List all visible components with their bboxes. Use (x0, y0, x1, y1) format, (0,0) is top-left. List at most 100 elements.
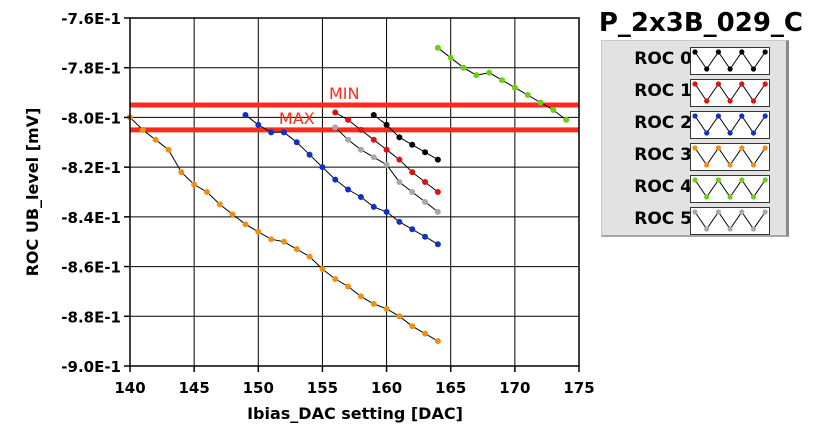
legend-swatch-marker (762, 145, 768, 151)
legend-swatch-marker (692, 49, 698, 55)
legend-swatch (690, 207, 770, 235)
legend-item: ROC 0 (602, 45, 786, 75)
data-point (370, 300, 377, 307)
data-point (396, 156, 403, 163)
data-point (357, 293, 364, 300)
data-point (537, 99, 544, 106)
legend-swatch-marker (704, 130, 710, 136)
legend-label: ROC 2 (634, 113, 692, 133)
data-point (280, 238, 287, 245)
series-line (129, 117, 439, 342)
data-point (486, 69, 493, 76)
legend-swatch-marker (750, 130, 757, 136)
legend-swatch (690, 143, 770, 171)
x-tick-label: 150 (243, 379, 274, 397)
legend-swatch-marker (704, 98, 710, 104)
legend-swatch-marker (692, 177, 698, 183)
legend-swatch-marker (762, 113, 768, 119)
legend-label: ROC 5 (634, 209, 692, 229)
data-point (422, 198, 429, 205)
series-roc-0 (370, 111, 441, 163)
legend-swatch-marker (750, 194, 757, 200)
legend-swatch-marker (704, 226, 710, 232)
data-point (383, 121, 390, 128)
data-point (255, 228, 262, 235)
data-point (409, 226, 416, 233)
legend-label: ROC 4 (634, 177, 692, 197)
x-tick-label: 170 (499, 379, 530, 397)
data-point (139, 126, 146, 133)
series-roc-5 (332, 124, 441, 215)
chart-title: P_2x3B_029_C (599, 8, 803, 38)
data-point (524, 92, 531, 99)
data-point (396, 218, 403, 225)
data-point (345, 283, 352, 290)
data-point (242, 111, 249, 118)
data-point (178, 169, 185, 176)
legend-swatch-marker (762, 49, 768, 55)
data-point (268, 129, 275, 136)
data-point (332, 276, 339, 282)
data-point (409, 323, 416, 330)
legend-item: ROC 2 (602, 109, 786, 139)
legend-swatch-marker (727, 194, 733, 200)
data-point (434, 156, 441, 163)
legend-swatch-marker (727, 226, 733, 232)
legend-swatch-marker (750, 162, 757, 168)
data-point (268, 236, 275, 243)
data-point (422, 179, 429, 186)
series-line (437, 47, 567, 121)
y-tick-label: -7.6E-1 (61, 10, 121, 28)
data-point (306, 253, 313, 260)
y-tick-label: -7.8E-1 (61, 60, 121, 78)
series-roc-4 (434, 44, 570, 123)
data-point (434, 44, 441, 51)
data-point (345, 186, 352, 193)
x-tick-label: 155 (307, 379, 338, 397)
legend-swatch-marker (762, 209, 768, 215)
data-point (383, 208, 390, 215)
data-point (499, 77, 506, 84)
x-tick-label: 145 (178, 379, 209, 397)
data-point (383, 146, 390, 153)
x-tick-label: 160 (371, 379, 402, 397)
data-point (434, 208, 441, 215)
data-point (422, 330, 429, 337)
data-point (447, 54, 454, 61)
legend-swatch-marker (739, 49, 745, 55)
data-point (422, 233, 429, 240)
data-point (563, 116, 570, 123)
legend-swatch-marker (704, 162, 710, 168)
legend-swatch (690, 175, 770, 203)
y-tick-label: -8.6E-1 (61, 259, 121, 277)
data-point (216, 201, 223, 208)
grid (129, 17, 580, 367)
data-point (357, 146, 364, 153)
data-point (319, 266, 326, 273)
data-point (357, 126, 364, 133)
data-point (511, 84, 518, 91)
reference-lines: MIN MAX (130, 84, 579, 133)
data-point (165, 146, 172, 153)
data-point (409, 141, 416, 148)
data-point (409, 189, 416, 195)
data-point (460, 64, 467, 71)
series-line (373, 114, 439, 161)
legend-swatch-marker (727, 130, 733, 136)
legend-swatch (690, 79, 770, 107)
data-point (306, 151, 313, 158)
data-point (396, 313, 403, 320)
data-point (434, 338, 441, 345)
data-point (434, 241, 441, 248)
legend-swatch-marker (715, 113, 721, 119)
legend-swatch-marker (715, 177, 721, 183)
data-point (370, 203, 377, 210)
data-point (319, 164, 326, 171)
data-point (370, 136, 377, 143)
data-point (345, 116, 352, 123)
data-point (357, 193, 364, 200)
x-tick-label: 165 (435, 379, 466, 397)
y-tick-label: -8.4E-1 (61, 209, 121, 227)
legend-swatch-marker (750, 226, 757, 232)
legend-swatch-marker (739, 81, 745, 87)
